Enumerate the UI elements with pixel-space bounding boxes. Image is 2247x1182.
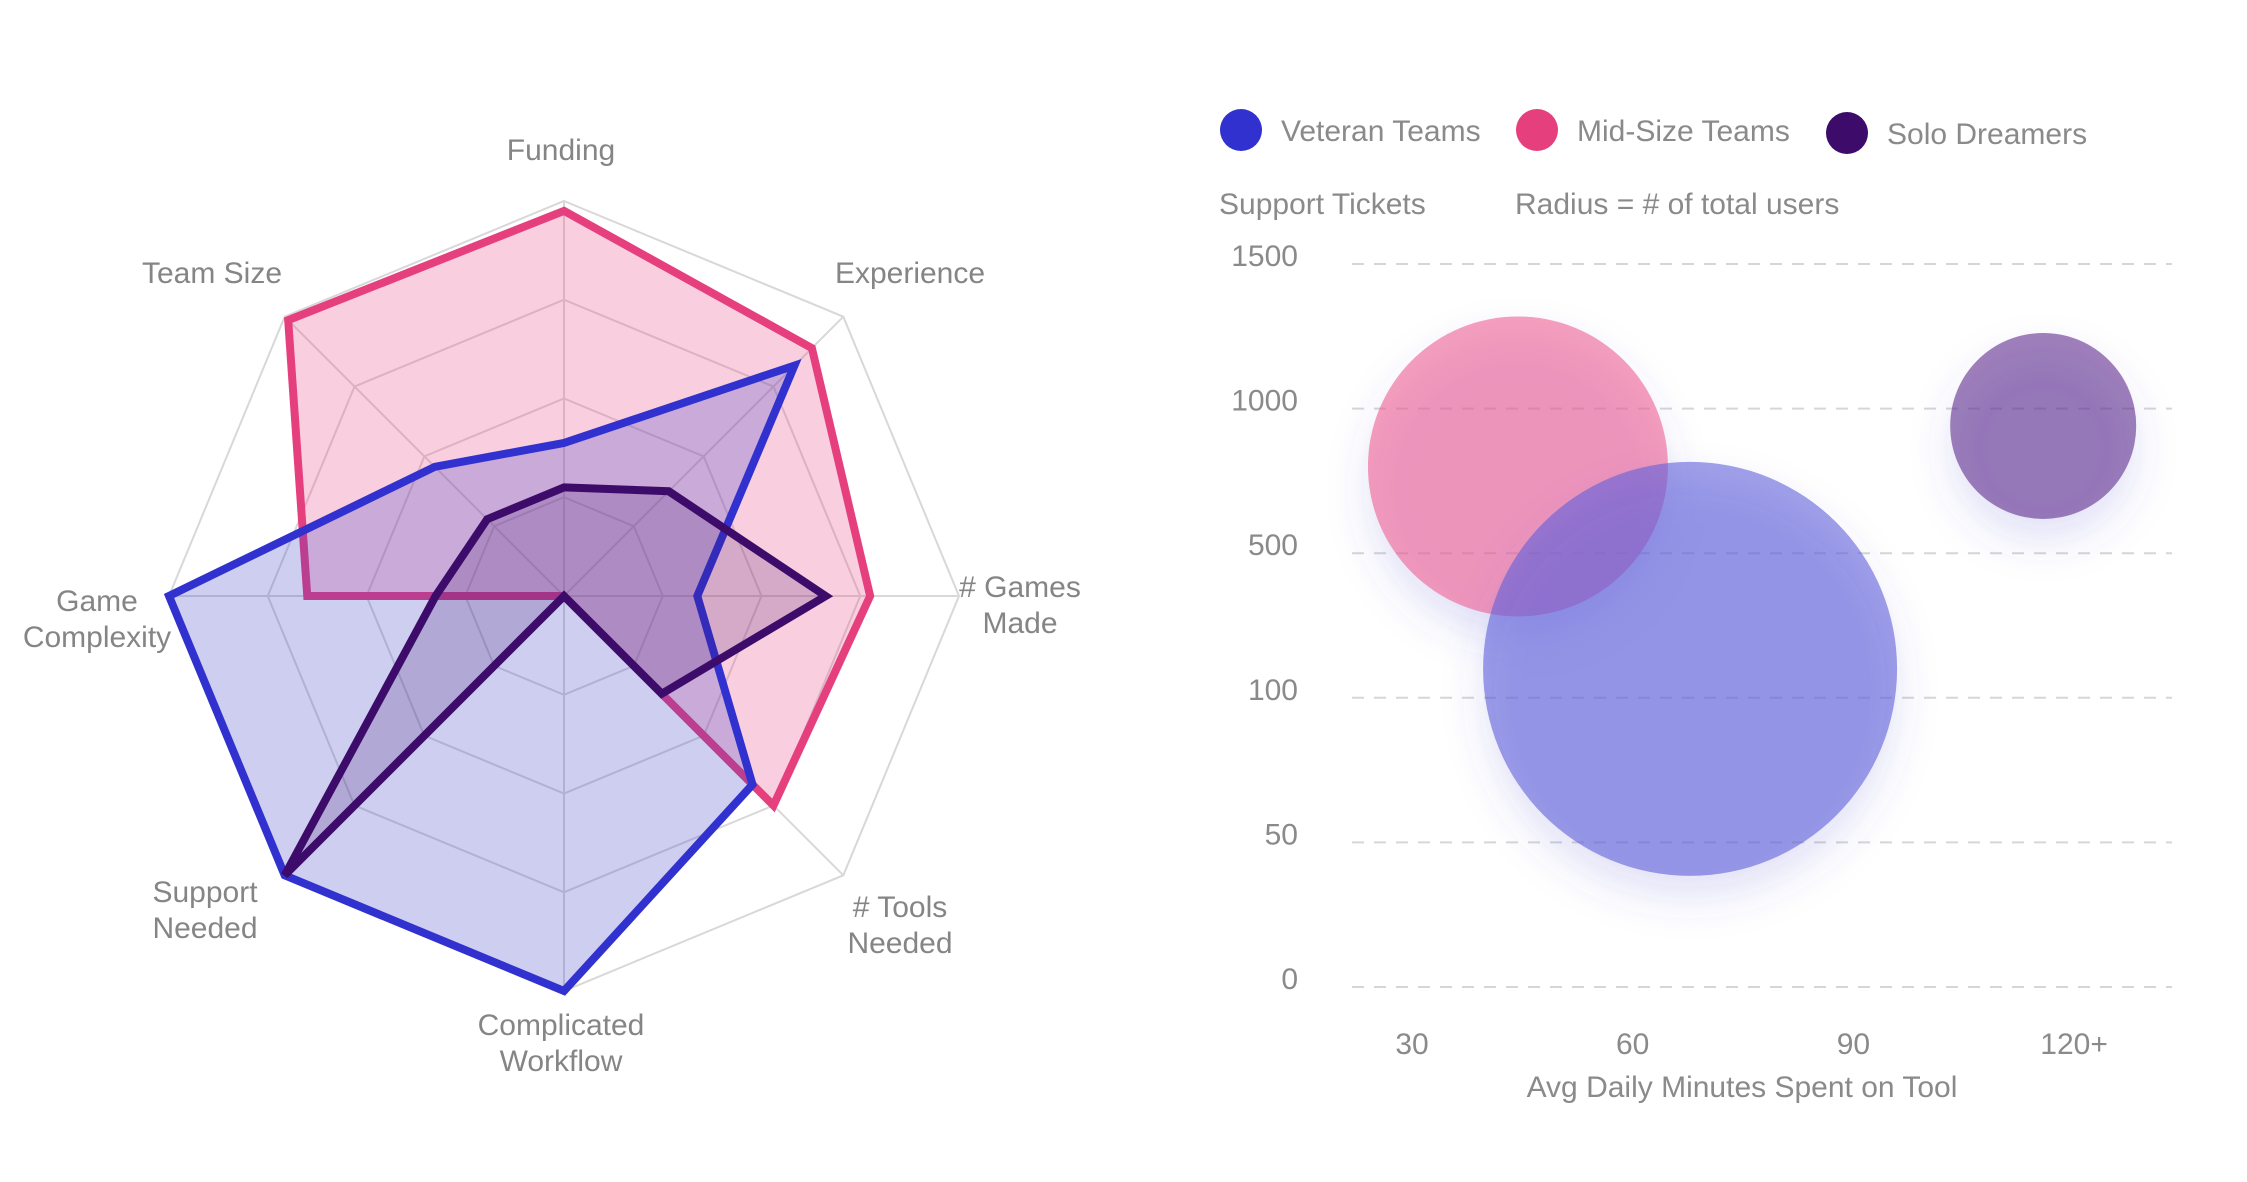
legend-label-mid-size-teams: Mid-Size Teams [1577,115,1790,148]
radar-axis-label-line: Workflow [500,1045,623,1078]
radar-axis-label-funding: Funding [507,134,615,167]
legend-swatch-veteran-teams [1220,109,1262,151]
y-tick-label: 1000 [1231,385,1298,418]
y-tick-label: 50 [1265,818,1298,851]
x-tick-label: 90 [1837,1028,1870,1061]
legend-swatch-solo-dreamers [1826,112,1868,154]
bubble-veteran-teams [1483,461,1898,876]
radar-axis-label-game-complexity: Game Complexity [23,585,171,654]
radar-series-solo-dreamers [281,483,834,879]
radar-axis-label-games-made: # Games Made [959,571,1081,640]
radar-axis-label-line: # Games [959,571,1081,604]
bubble-solo-dreamers [1950,332,2137,519]
radar-axis-label-line: Team Size [142,257,282,290]
radar-axis-label-support-needed: Support Needed [152,876,258,945]
x-axis-title: Avg Daily Minutes Spent on Tool [1527,1071,1958,1104]
y-tick-label: 100 [1248,674,1298,707]
radar-axis-label-team-size: Team Size [142,257,282,290]
radar-axis-label-complicated-workflow: Complicated Workflow [478,1009,645,1078]
legend-label-veteran-teams: Veteran Teams [1281,115,1481,148]
radius-note: Radius = # of total users [1515,188,1839,221]
radar-axis-label-line: Needed [152,912,257,945]
radar-axis-label-experience: Experience [835,257,985,290]
radar-axis-label-line: Complexity [23,621,171,654]
bubble-chart: Veteran Teams Mid-Size Teams Solo Dreamers… [1219,109,2172,1104]
legend-label-solo-dreamers: Solo Dreamers [1887,118,2087,151]
radar-axis-label-line: Needed [847,927,952,960]
y-tick-label: 0 [1281,963,1298,996]
radar-axis-label-line: Game [56,585,138,618]
y-axis-title: Support Tickets [1219,188,1426,221]
y-tick-label: 500 [1248,529,1298,562]
radar-axis-label-line: Made [982,607,1057,640]
radar-axis-label-line: Complicated [478,1009,645,1042]
y-tick-label: 1500 [1231,240,1298,273]
radar-axis-label-tools-needed: # Tools Needed [847,891,952,960]
radar-axis-label-line: # Tools [853,891,948,924]
radar-axis-label-line: Support [152,876,258,909]
radar-axis-label-line: Experience [835,257,985,290]
x-tick-label: 30 [1395,1028,1428,1061]
legend-swatch-mid-size-teams [1516,109,1558,151]
x-tick-label: 60 [1616,1028,1649,1061]
radar-spoke [283,315,565,597]
radar-axis-label-line: Funding [507,134,615,167]
x-tick-label: 120+ [2040,1028,2108,1061]
